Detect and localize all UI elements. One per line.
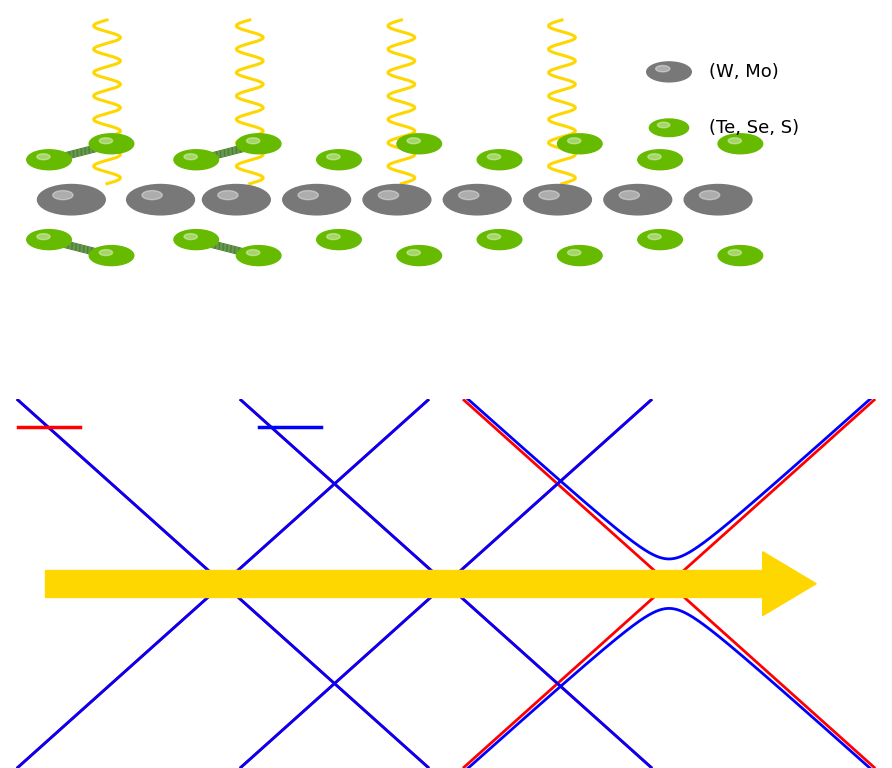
Circle shape	[89, 134, 134, 154]
Circle shape	[317, 150, 361, 170]
Circle shape	[728, 250, 741, 256]
Circle shape	[142, 190, 162, 200]
Circle shape	[649, 119, 689, 137]
Circle shape	[648, 154, 661, 160]
Circle shape	[37, 184, 105, 215]
Circle shape	[326, 233, 340, 240]
Circle shape	[443, 184, 511, 215]
Circle shape	[477, 150, 522, 170]
Circle shape	[37, 154, 50, 160]
Circle shape	[298, 190, 318, 200]
Circle shape	[174, 230, 219, 250]
Circle shape	[246, 137, 260, 144]
Circle shape	[202, 184, 270, 215]
Circle shape	[236, 246, 281, 266]
Circle shape	[326, 154, 340, 160]
Circle shape	[718, 246, 763, 266]
Circle shape	[558, 134, 602, 154]
Circle shape	[718, 134, 763, 154]
Circle shape	[647, 62, 691, 82]
Circle shape	[53, 190, 73, 200]
Circle shape	[638, 150, 682, 170]
Circle shape	[27, 230, 71, 250]
Circle shape	[407, 250, 420, 256]
Circle shape	[397, 246, 442, 266]
Circle shape	[407, 137, 420, 144]
Circle shape	[487, 233, 500, 240]
Circle shape	[99, 137, 112, 144]
Circle shape	[684, 184, 752, 215]
Circle shape	[317, 230, 361, 250]
Circle shape	[37, 233, 50, 240]
Circle shape	[184, 233, 197, 240]
Circle shape	[174, 150, 219, 170]
Circle shape	[567, 137, 581, 144]
Text: (Te, Se, S): (Te, Se, S)	[709, 119, 799, 137]
Circle shape	[648, 233, 661, 240]
Circle shape	[458, 190, 479, 200]
Polygon shape	[45, 570, 763, 598]
Circle shape	[184, 154, 197, 160]
Circle shape	[477, 230, 522, 250]
Circle shape	[378, 190, 399, 200]
Circle shape	[638, 230, 682, 250]
Circle shape	[558, 246, 602, 266]
Text: (W, Mo): (W, Mo)	[709, 63, 779, 81]
Circle shape	[619, 190, 640, 200]
Circle shape	[524, 184, 591, 215]
Circle shape	[487, 154, 500, 160]
Circle shape	[728, 137, 741, 144]
Circle shape	[699, 190, 720, 200]
Circle shape	[657, 122, 670, 127]
Circle shape	[99, 250, 112, 256]
Circle shape	[27, 150, 71, 170]
Circle shape	[218, 190, 238, 200]
Circle shape	[246, 250, 260, 256]
Circle shape	[397, 134, 442, 154]
Circle shape	[89, 246, 134, 266]
Circle shape	[127, 184, 194, 215]
Circle shape	[604, 184, 672, 215]
Circle shape	[656, 65, 670, 72]
Circle shape	[283, 184, 351, 215]
Circle shape	[539, 190, 559, 200]
Circle shape	[567, 250, 581, 256]
Circle shape	[363, 184, 431, 215]
Circle shape	[236, 134, 281, 154]
Polygon shape	[763, 551, 816, 616]
